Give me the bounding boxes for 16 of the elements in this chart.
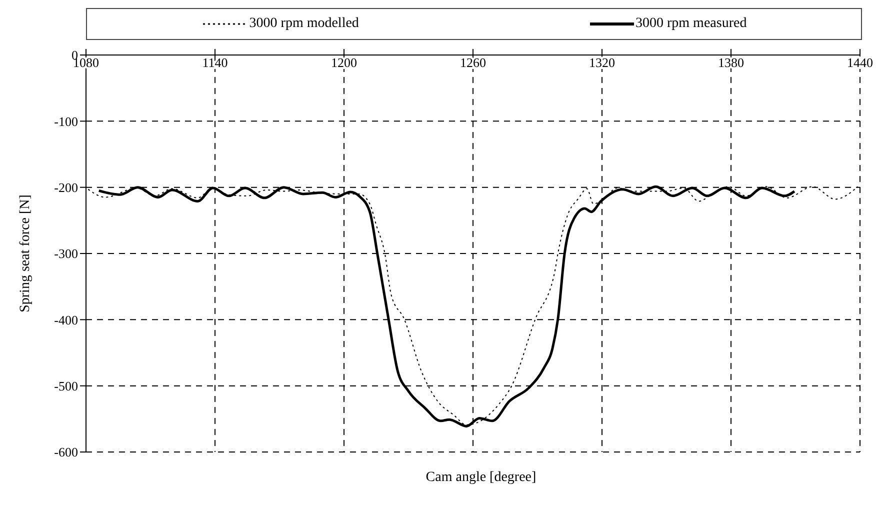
y-tick-label: -600 [54,444,78,460]
x-axis-title: Cam angle [degree] [424,470,538,486]
x-tick-label: 1140 [202,55,228,70]
legend-label: 3000 rpm measured [636,16,747,32]
legend-label: 3000 rpm modelled [249,16,359,32]
y-tick-label: -200 [54,180,78,195]
y-tick-label: -100 [54,114,78,129]
y-tick-label: -400 [54,312,78,328]
x-tick-label: 1380 [718,55,744,70]
y-tick-label: -300 [54,246,78,262]
y-axis-title: Spring seat force [N] [18,194,33,312]
x-tick-label: 1260 [460,55,486,70]
x-tick-label: 1440 [847,55,873,70]
x-tick-label: 1200 [331,55,357,70]
y-tick-label: -500 [54,378,78,394]
x-tick-label: 1320 [589,55,615,70]
